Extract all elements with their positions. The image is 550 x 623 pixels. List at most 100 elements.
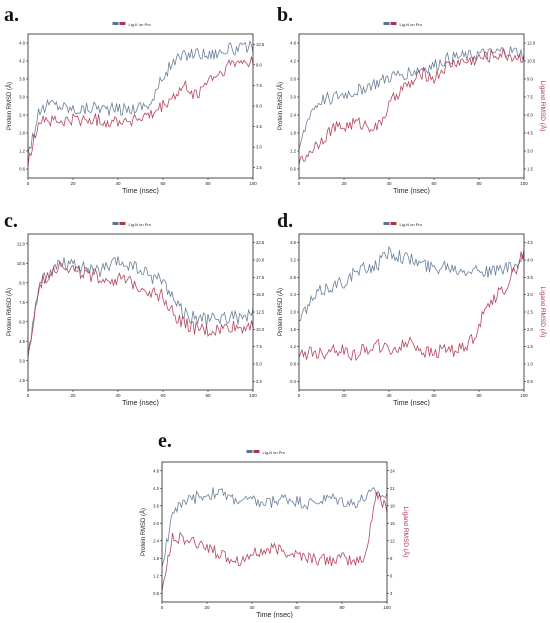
y-left-tick-label: 3.2 [290, 258, 296, 263]
x-tick-label: 0 [298, 181, 301, 186]
y-right-axis-label: Ligand RMSD (Å) [539, 81, 548, 132]
x-tick-label: 80 [205, 393, 211, 398]
y-right-tick-label: 9 [390, 556, 393, 561]
y-right-tick-label: 21 [390, 486, 395, 491]
y-left-tick-label: 4.2 [290, 59, 296, 64]
y-left-tick-label: 1.2 [19, 149, 25, 154]
y-right-tick-label: 18 [390, 503, 395, 508]
panel-e: e. Lig-N on Pro 0 20 40 60 80 100 0.6 1.2 1.8 2.4 3… [130, 430, 420, 619]
y-left-tick-label: 3.6 [290, 77, 296, 82]
chart-a: Lig-K on Pro 0 20 40 60 80 100 0.6 1.2 1.8 2.4 3.0 3… [6, 22, 265, 195]
legend-swatch-ligand [390, 222, 397, 225]
x-axis-label: Time (nsec) [393, 188, 430, 195]
x-tick-label: 40 [386, 181, 392, 186]
x-tick-label: 60 [160, 393, 166, 398]
legend: Lig-N on Pro [383, 222, 423, 227]
y-right-tick-label: 1.0 [527, 362, 533, 367]
x-tick-label: 40 [249, 605, 255, 610]
x-tick-label: 40 [115, 393, 121, 398]
x-tick-label: 40 [115, 181, 121, 186]
x-tick-label: 60 [160, 181, 166, 186]
y-left-tick-label: 1.2 [153, 573, 159, 578]
legend-label: Lig-N on Pro [400, 22, 423, 27]
legend-swatch-protein [383, 22, 390, 25]
chart-c: Lig-N on Pro 0 20 40 60 80 100 1.5 3.0 4.5 6.0 7.5 9… [6, 222, 265, 407]
x-axis-label: Time (nsec) [122, 188, 159, 195]
panel-b: b. Lig-N on Pro 0 20 40 60 80 100 0.6 1.2 1.8 2.4 3… [275, 0, 550, 195]
y-right-tick-label: 4.0 [527, 258, 533, 263]
y-left-axis-label: Protein RMSD (Å) [6, 288, 13, 336]
y-left-tick-label: 12.0 [17, 241, 26, 246]
legend-label: Lig-N on Pro [400, 222, 423, 227]
x-tick-label: 20 [204, 605, 210, 610]
x-axis-label: Time (nsec) [256, 612, 293, 618]
y-right-tick-label: 12.0 [527, 41, 536, 46]
series-line-protein [298, 46, 525, 150]
y-right-tick-label: 15 [390, 521, 395, 526]
y-left-tick-label: 1.2 [290, 149, 296, 154]
y-left-tick-label: 3.6 [153, 503, 159, 508]
legend: Lig-N on Pro [383, 22, 423, 27]
x-tick-label: 80 [339, 605, 345, 610]
series-line-ligand [298, 47, 525, 165]
x-tick-label: 80 [205, 181, 211, 186]
x-tick-label: 60 [431, 181, 437, 186]
legend-swatch-protein [246, 450, 253, 453]
plot-frame [298, 233, 525, 391]
y-left-tick-label: 4.2 [153, 486, 159, 491]
x-tick-label: 100 [249, 181, 257, 186]
y-left-tick-label: 4.8 [19, 41, 25, 46]
y-right-tick-label: 7.5 [256, 344, 262, 349]
y-right-tick-label: 2.5 [256, 379, 262, 384]
series-line-ligand [27, 261, 254, 358]
y-left-tick-label: 0.8 [290, 362, 296, 367]
panel-label-d: d. [277, 210, 294, 232]
y-right-tick-label: 3.5 [527, 275, 533, 280]
y-left-tick-label: 1.8 [19, 131, 25, 136]
y-right-tick-label: 1.5 [527, 167, 533, 172]
y-left-tick-label: 4.8 [153, 468, 159, 473]
legend-swatch-ligand [390, 22, 397, 25]
y-right-tick-label: 3 [390, 591, 393, 596]
legend-swatch-protein [112, 222, 119, 225]
y-right-tick-label: 1.5 [527, 344, 533, 349]
y-right-tick-label: 3.0 [256, 145, 262, 150]
panel-d: d. Lig-N on Pro 0 20 40 60 80 100 0.4 0.8 1.2 1.6 2… [275, 206, 550, 407]
y-left-tick-label: 2.4 [290, 292, 296, 297]
x-tick-label: 20 [70, 181, 76, 186]
y-right-tick-label: 10.5 [256, 42, 265, 47]
y-left-tick-label: 2.4 [290, 113, 296, 118]
y-left-axis-label: Protein RMSD (Å) [6, 82, 13, 130]
y-left-axis-label: Protein RMSD (Å) [140, 508, 147, 556]
y-left-tick-label: 1.2 [290, 344, 296, 349]
x-tick-label: 0 [298, 393, 301, 398]
y-left-tick-label: 3.6 [290, 240, 296, 245]
legend: Lig-N on Pro [246, 450, 286, 455]
y-left-tick-label: 4.5 [19, 339, 25, 344]
panel-label-c: c. [4, 210, 18, 232]
x-tick-label: 0 [27, 181, 30, 186]
y-left-tick-label: 10.5 [17, 261, 26, 266]
legend-swatch-protein [383, 222, 390, 225]
y-right-tick-label: 9.0 [256, 62, 262, 67]
y-right-tick-label: 4.5 [256, 124, 262, 129]
y-right-tick-label: 3.0 [527, 149, 533, 154]
series-line-ligand [161, 492, 388, 591]
y-right-tick-label: 4.5 [527, 240, 533, 245]
panel-label-e: e. [158, 430, 172, 452]
y-left-tick-label: 3.0 [19, 95, 25, 100]
y-left-tick-label: 3.6 [19, 77, 25, 82]
x-tick-label: 20 [341, 181, 347, 186]
y-right-axis-label: Ligand RMSD (Å) [539, 287, 548, 338]
y-left-axis-label: Protein RMSD (Å) [277, 82, 284, 130]
legend-swatch-protein [112, 22, 119, 25]
y-right-tick-label: 20.0 [256, 258, 265, 263]
x-tick-label: 40 [386, 393, 392, 398]
series-line-protein [161, 486, 388, 567]
y-left-tick-label: 4.8 [290, 41, 296, 46]
panel-label-a: a. [4, 4, 19, 26]
y-right-tick-label: 12 [390, 538, 395, 543]
panel-a: a. Lig-K on Pro 0 20 40 60 80 100 0.6 1.2 1.8 2.4 3… [0, 0, 275, 195]
y-right-tick-label: 3.0 [527, 292, 533, 297]
x-tick-label: 100 [249, 393, 257, 398]
